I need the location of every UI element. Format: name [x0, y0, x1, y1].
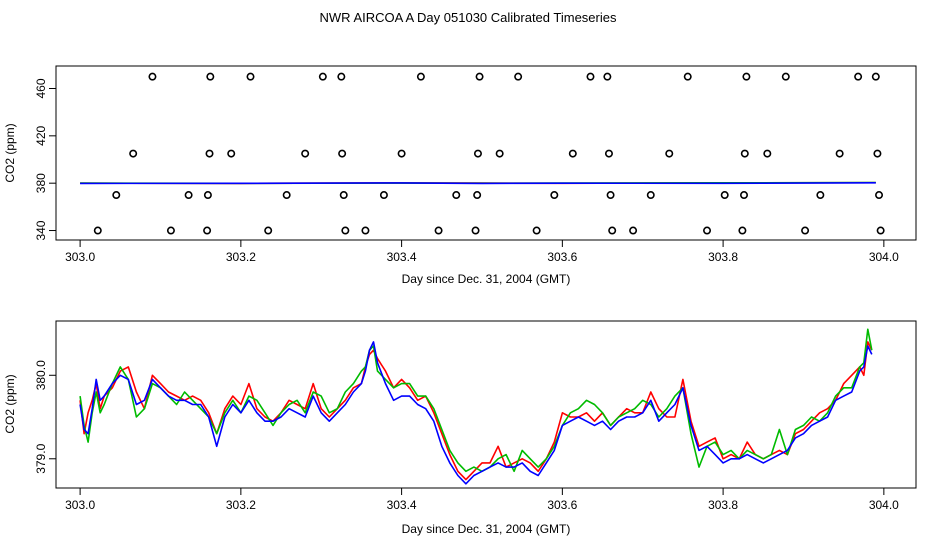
top-data-point	[495, 149, 504, 158]
top-data-point	[603, 72, 612, 81]
top-panel: 303.0 303.2 303.4 303.6 303.8 304.0 340 380 420…	[3, 65, 917, 286]
top-data-point	[416, 72, 425, 81]
top-data-point	[586, 72, 595, 81]
top-data-point	[801, 226, 810, 235]
top-data-point	[665, 149, 674, 158]
top-data-point	[112, 191, 121, 200]
bottom-x-tick-label: 303.4	[387, 498, 417, 512]
top-data-point	[227, 149, 236, 158]
top-data-point	[318, 72, 327, 81]
top-data-point	[835, 149, 844, 158]
chart-title: NWR AIRCOA A Day 051030 Calibrated Times…	[320, 10, 617, 25]
bottom-x-tick-label: 303.6	[547, 498, 577, 512]
top-data-point	[282, 191, 291, 200]
top-y-tick-label: 420	[34, 126, 48, 146]
top-x-tick-label: 303.4	[387, 250, 417, 264]
top-data-point	[871, 72, 880, 81]
bottom-series-line-blue	[79, 341, 873, 485]
top-data-point	[379, 191, 388, 200]
top-data-point	[873, 149, 882, 158]
top-data-point	[473, 191, 482, 200]
top-data-point	[568, 149, 577, 158]
bottom-x-ticks: 303.0 303.2 303.4 303.6 303.8 304.0	[65, 488, 899, 512]
top-data-point	[264, 226, 273, 235]
top-data-point	[683, 72, 692, 81]
top-x-tick-label: 304.0	[869, 250, 899, 264]
top-data-point	[550, 191, 559, 200]
top-data-point	[532, 226, 541, 235]
top-data-point	[205, 149, 214, 158]
bottom-y-ticks: 379.0 380.0	[34, 360, 56, 474]
top-data-point	[206, 72, 215, 81]
top-data-point	[473, 149, 482, 158]
top-data-point	[854, 72, 863, 81]
bottom-x-tick-label: 303.0	[65, 498, 95, 512]
top-data-point	[514, 72, 523, 81]
top-data-point	[452, 191, 461, 200]
top-data-point	[148, 72, 157, 81]
top-data-point	[606, 191, 615, 200]
top-data-point	[166, 226, 175, 235]
bottom-panel: 303.0 303.2 303.4 303.6 303.8 304.0 379.0 380.…	[3, 320, 917, 536]
top-data-point	[184, 191, 193, 200]
top-series-line-blue	[80, 182, 876, 185]
top-x-ticks: 303.0 303.2 303.4 303.6 303.8 304.0	[65, 240, 899, 264]
top-data-point	[738, 226, 747, 235]
top-markers	[93, 72, 885, 235]
bottom-y-axis-label: CO2 (ppm)	[3, 374, 17, 433]
top-data-point	[646, 191, 655, 200]
top-x-axis-label: Day since Dec. 31, 2004 (GMT)	[402, 272, 571, 286]
top-data-point	[338, 149, 347, 158]
bottom-lines	[79, 328, 873, 485]
top-y-axis-label: CO2 (ppm)	[3, 123, 17, 182]
top-data-point	[604, 149, 613, 158]
bottom-x-tick-label: 303.8	[708, 498, 738, 512]
bottom-series-line-red	[79, 341, 873, 481]
top-data-point	[129, 149, 138, 158]
top-data-point	[876, 226, 885, 235]
top-y-tick-label: 460	[34, 78, 48, 98]
top-data-point	[301, 149, 310, 158]
top-data-point	[203, 191, 212, 200]
bottom-plot-frame	[55, 320, 917, 489]
bottom-x-tick-label: 303.2	[226, 498, 256, 512]
top-data-point	[739, 191, 748, 200]
top-x-tick-label: 303.8	[708, 250, 738, 264]
top-data-point	[341, 226, 350, 235]
top-data-point	[740, 149, 749, 158]
top-data-point	[875, 191, 884, 200]
top-data-point	[434, 226, 443, 235]
top-x-tick-label: 303.6	[547, 250, 577, 264]
top-data-point	[361, 226, 370, 235]
top-data-point	[781, 72, 790, 81]
bottom-x-axis-label: Day since Dec. 31, 2004 (GMT)	[402, 522, 571, 536]
top-data-point	[742, 72, 751, 81]
top-data-point	[203, 226, 212, 235]
top-y-tick-label: 340	[34, 220, 48, 240]
bottom-y-tick-label: 380.0	[34, 360, 48, 390]
top-data-point	[703, 226, 712, 235]
top-data-point	[816, 191, 825, 200]
top-data-point	[629, 226, 638, 235]
bottom-x-tick-label: 304.0	[869, 498, 899, 512]
top-data-point	[608, 226, 617, 235]
top-y-tick-label: 380	[34, 173, 48, 193]
top-x-tick-label: 303.0	[65, 250, 95, 264]
top-data-point	[339, 191, 348, 200]
bottom-y-tick-label: 379.0	[34, 443, 48, 473]
top-y-ticks: 340 380 420 460	[34, 78, 56, 241]
top-data-point	[397, 149, 406, 158]
top-data-point	[471, 226, 480, 235]
top-data-point	[337, 72, 346, 81]
top-data-point	[720, 191, 729, 200]
top-plot-frame	[55, 65, 917, 241]
top-x-tick-label: 303.2	[226, 250, 256, 264]
top-lines	[80, 181, 876, 185]
top-data-point	[763, 149, 772, 158]
top-data-point	[93, 226, 102, 235]
top-data-point	[246, 72, 255, 81]
top-data-point	[475, 72, 484, 81]
